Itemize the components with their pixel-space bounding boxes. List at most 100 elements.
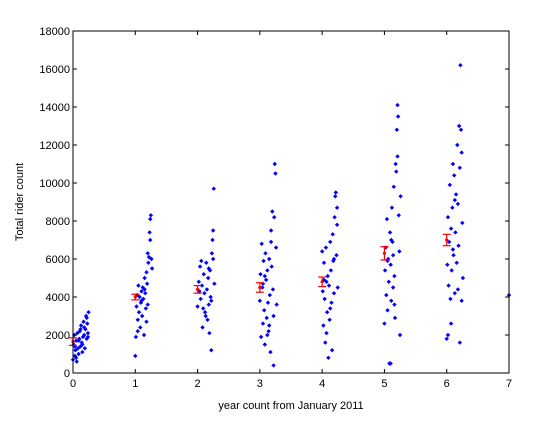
data-point bbox=[326, 283, 332, 288]
data-point bbox=[271, 363, 276, 368]
y-axis-label: Total rider count bbox=[14, 163, 26, 241]
data-point bbox=[262, 342, 268, 347]
data-point bbox=[148, 237, 153, 243]
data-point bbox=[200, 325, 205, 330]
data-point bbox=[396, 213, 401, 218]
error-bar-mean bbox=[320, 280, 324, 284]
data-point bbox=[80, 349, 85, 355]
data-point bbox=[265, 268, 270, 273]
data-point bbox=[272, 161, 278, 167]
data-point bbox=[321, 260, 327, 265]
data-point bbox=[85, 334, 91, 340]
data-point bbox=[80, 342, 85, 347]
data-point bbox=[143, 306, 149, 311]
y-tick-label: 0 bbox=[64, 368, 70, 380]
data-point bbox=[444, 336, 449, 341]
data-point bbox=[198, 296, 203, 302]
data-point bbox=[265, 300, 271, 305]
data-point bbox=[454, 260, 459, 265]
data-point bbox=[451, 253, 456, 258]
data-point bbox=[328, 306, 333, 311]
data-point bbox=[271, 313, 276, 319]
data-point bbox=[397, 249, 402, 254]
data-point bbox=[324, 310, 330, 315]
data-point bbox=[389, 298, 394, 303]
data-point bbox=[331, 256, 337, 262]
data-point bbox=[145, 251, 150, 256]
data-point bbox=[448, 226, 454, 231]
data-point bbox=[455, 201, 461, 207]
data-point bbox=[397, 332, 403, 338]
data-point bbox=[457, 165, 462, 170]
data-point bbox=[274, 302, 279, 307]
data-point bbox=[268, 239, 274, 245]
x-axis-label: year count from January 2011 bbox=[218, 400, 363, 412]
data-point bbox=[210, 237, 215, 243]
data-point bbox=[82, 332, 87, 338]
data-point bbox=[270, 209, 275, 214]
data-point bbox=[384, 216, 390, 222]
data-point bbox=[453, 230, 458, 235]
data-point bbox=[261, 258, 266, 264]
error-bar bbox=[255, 282, 264, 293]
data-point bbox=[145, 302, 150, 307]
data-point bbox=[391, 184, 396, 189]
data-point bbox=[259, 241, 264, 246]
data-point bbox=[333, 190, 339, 195]
data-point bbox=[273, 245, 279, 250]
data-point bbox=[455, 142, 460, 148]
data-point bbox=[139, 289, 144, 294]
y-tick-label: 12000 bbox=[39, 140, 70, 152]
data-point bbox=[447, 182, 453, 188]
data-point bbox=[133, 353, 138, 359]
data-point bbox=[262, 273, 268, 279]
data-point bbox=[394, 127, 400, 132]
data-point bbox=[455, 287, 461, 292]
y-tick-label: 6000 bbox=[46, 254, 70, 266]
data-point bbox=[195, 304, 200, 309]
data-point bbox=[269, 264, 274, 269]
data-point bbox=[321, 323, 326, 328]
data-point bbox=[453, 192, 459, 197]
data-point bbox=[135, 329, 140, 334]
data-point bbox=[395, 102, 400, 108]
data-point bbox=[139, 313, 145, 319]
data-point bbox=[392, 315, 398, 321]
data-point bbox=[267, 323, 272, 328]
data-point bbox=[143, 291, 148, 296]
data-point bbox=[447, 239, 452, 245]
data-point bbox=[265, 332, 270, 338]
data-point bbox=[390, 285, 396, 290]
data-point bbox=[209, 298, 214, 303]
data-point bbox=[260, 321, 266, 326]
data-point bbox=[451, 173, 457, 178]
data-point bbox=[142, 287, 147, 292]
data-point bbox=[384, 292, 389, 298]
data-point bbox=[204, 260, 209, 265]
data-point bbox=[206, 302, 211, 307]
data-point bbox=[268, 228, 274, 233]
data-point bbox=[329, 300, 334, 305]
data-point bbox=[459, 150, 464, 155]
data-point bbox=[138, 325, 143, 330]
data-point bbox=[210, 256, 216, 262]
data-point bbox=[209, 348, 214, 353]
data-point bbox=[85, 330, 91, 336]
data-point bbox=[388, 262, 393, 267]
data-point bbox=[387, 230, 393, 235]
data-point bbox=[144, 270, 149, 275]
data-point bbox=[273, 171, 278, 176]
data-point bbox=[144, 281, 150, 286]
data-point bbox=[450, 161, 456, 167]
data-point bbox=[328, 239, 333, 245]
data-point bbox=[202, 310, 208, 315]
data-point bbox=[204, 287, 210, 292]
y-tick-label: 4000 bbox=[46, 292, 70, 304]
data-point bbox=[76, 338, 81, 343]
data-point bbox=[329, 348, 335, 353]
data-point bbox=[149, 266, 155, 271]
data-point bbox=[446, 283, 451, 288]
data-point bbox=[136, 310, 142, 315]
data-point bbox=[78, 327, 83, 332]
